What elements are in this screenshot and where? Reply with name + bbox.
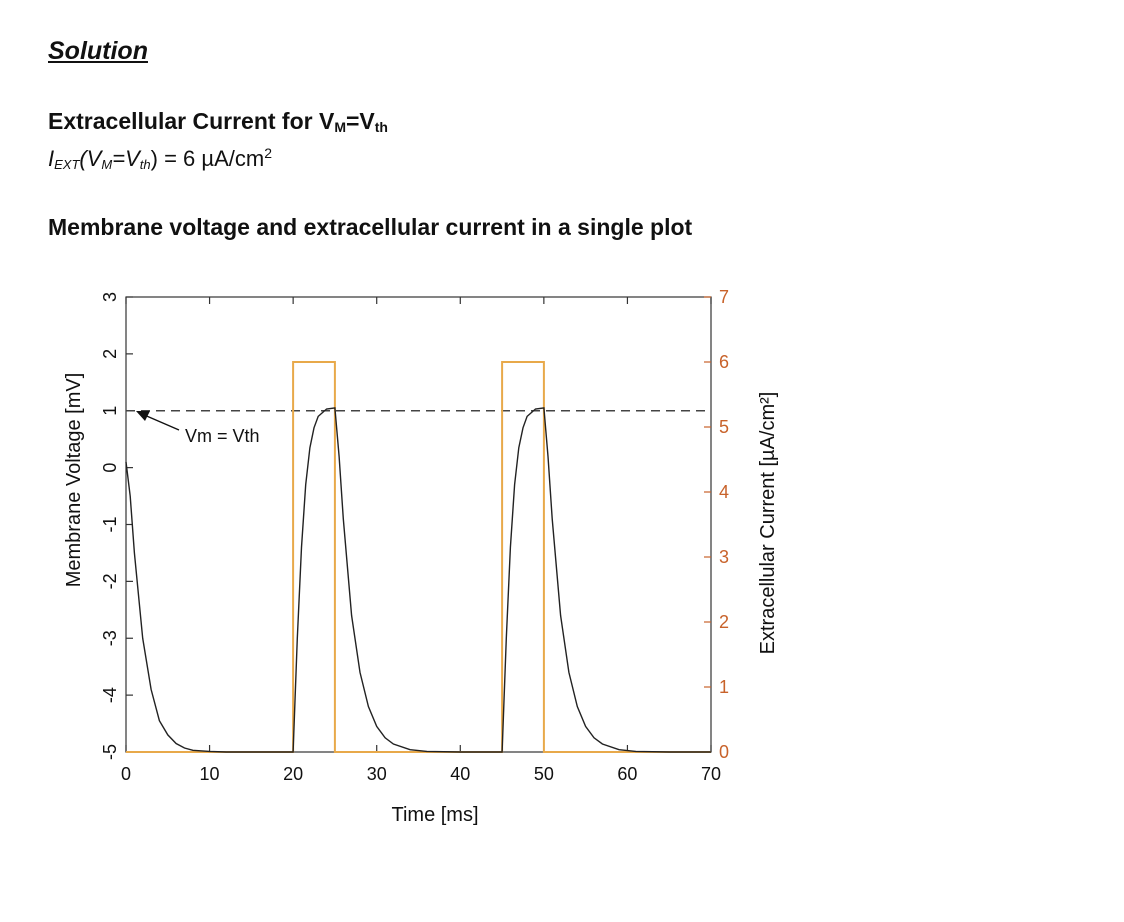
annotation-arrow-line [141, 413, 180, 431]
eq-mid: =V [112, 146, 140, 171]
y-right-tick-label-0: 0 [719, 742, 729, 762]
x-tick-label-7: 70 [701, 764, 721, 784]
y-axis-label-right: Extracellular Current [µA/cm²] [757, 392, 779, 655]
x-tick-label-0: 0 [121, 764, 131, 784]
x-tick-label-1: 10 [200, 764, 220, 784]
eq-I-sub: EXT [54, 157, 80, 172]
current-series-line [126, 361, 711, 753]
eq-open: (V [79, 146, 102, 171]
solution-heading: Solution [48, 37, 148, 65]
voltage-series-line [125, 407, 711, 753]
y-right-tick-label-3: 3 [719, 547, 729, 567]
x-tick-label-4: 40 [450, 764, 470, 784]
current-equation: IEXT(VM=Vth) = 6 µA/cm2 [48, 145, 272, 172]
x-tick-label-2: 20 [283, 764, 303, 784]
x-tick-label-6: 60 [617, 764, 637, 784]
annotation-arrow-head [136, 411, 150, 421]
y-axis-label-left: Membrane Voltage [mV] [63, 373, 85, 588]
y-tick-label-2: -3 [100, 630, 120, 646]
section1-title: Extracellular Current for VM=Vth [48, 108, 388, 135]
title-mid: =V [345, 108, 375, 134]
x-axis-label: Time [ms] [391, 804, 478, 826]
y-right-tick-label-1: 1 [719, 677, 729, 697]
title-sub-th: th [374, 119, 388, 135]
y-tick-label-3: -2 [100, 573, 120, 589]
title-sub-m: M [334, 119, 346, 135]
y-tick-label-7: 2 [100, 349, 120, 359]
y-tick-label-6: 1 [100, 406, 120, 416]
y-tick-label-4: -1 [100, 516, 120, 532]
y-right-tick-label-4: 4 [719, 482, 729, 502]
y-tick-label-8: 3 [100, 292, 120, 302]
eq-I: I [48, 146, 55, 171]
eq-V-sub: M [101, 157, 113, 172]
y-right-tick-label-6: 6 [719, 352, 729, 372]
eq-sup: 2 [264, 145, 272, 161]
y-right-tick-label-7: 7 [719, 287, 729, 307]
tick-marks [125, 296, 712, 753]
y-tick-label-5: 0 [100, 463, 120, 473]
y-tick-label-1: -4 [100, 687, 120, 703]
y-right-tick-label-5: 5 [719, 417, 729, 437]
section2-title: Membrane voltage and extracellular curre… [48, 214, 693, 240]
x-tick-label-5: 50 [534, 764, 554, 784]
title-prefix: Extracellular Current for V [48, 108, 335, 134]
plot-frame [125, 296, 712, 753]
annotation-label: Vm = Vth [185, 426, 260, 446]
eq-Vth-sub: th [139, 157, 151, 172]
y-right-tick-label-2: 2 [719, 612, 729, 632]
eq-close: ) = 6 µA/cm [150, 146, 265, 171]
y-tick-label-0: -5 [100, 744, 120, 760]
threshold-annotation: Vm = Vth [136, 411, 260, 446]
x-tick-label-3: 30 [367, 764, 387, 784]
